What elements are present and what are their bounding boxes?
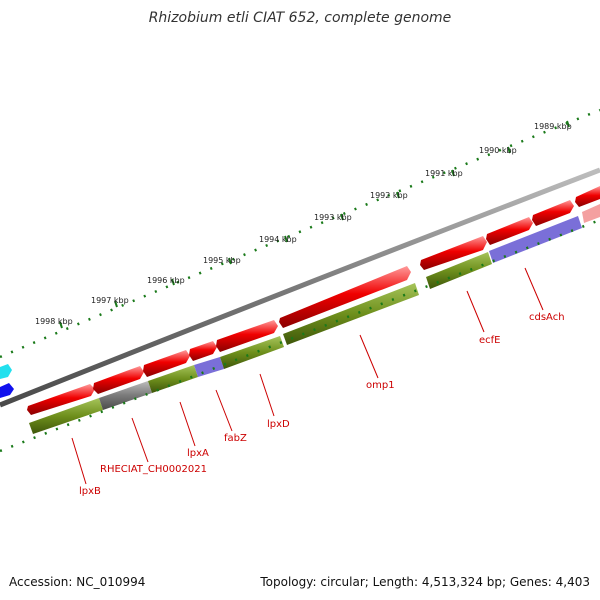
- genome-summary: Topology: circular; Length: 4,513,324 bp…: [260, 575, 590, 589]
- kbp-tick: [340, 213, 344, 221]
- gene-bar: [29, 398, 103, 434]
- gene-bar-gray: [99, 381, 152, 410]
- leader-line: [131, 417, 149, 463]
- cds-arrow: [486, 217, 533, 245]
- kbp-label: 1996 kbp: [147, 276, 185, 285]
- gene-label-rheciat: RHECIAT_CH0002021: [100, 464, 207, 475]
- leader-line: [215, 389, 233, 432]
- gene-bar: [148, 365, 198, 393]
- gene-bar: [426, 252, 492, 289]
- kbp-label: 1998 kbp: [35, 317, 73, 326]
- scale-ticks: [0, 108, 600, 359]
- leader-line: [179, 401, 196, 447]
- gene-label-lpxb: lpxB: [79, 486, 101, 497]
- kbp-tick: [396, 191, 400, 199]
- kbp-tick: [566, 120, 570, 128]
- scale-labels: 1989 kbp 1990 kbp 1991 kbp 1992 kbp 1993…: [35, 122, 572, 326]
- leader-line: [259, 373, 275, 417]
- cds-arrow-faded: [582, 204, 600, 223]
- blue-feature: [0, 383, 14, 398]
- leader-lines: [71, 267, 544, 485]
- gene-labels: lpxB RHECIAT_CH0002021 lpxA fabZ lpxD om…: [79, 312, 565, 497]
- scale-arc: [0, 108, 600, 359]
- cds-arrow: [575, 186, 600, 207]
- cds-arrow: [143, 350, 190, 377]
- kbp-label: 1994 kbp: [259, 235, 297, 244]
- kbp-label: 1991 kbp: [425, 169, 463, 178]
- gene-bar: [283, 283, 419, 345]
- cds-arrow: [420, 236, 487, 270]
- gene-label-cdsach: cdsAch: [529, 312, 565, 323]
- kbp-tick: [284, 235, 288, 243]
- gene-bar-highlight: [194, 357, 224, 377]
- gene-bar-highlight: [489, 216, 582, 263]
- kbp-label: 1997 kbp: [91, 296, 129, 305]
- kbp-tick: [228, 257, 232, 265]
- gene-label-fabz: fabZ: [224, 433, 247, 444]
- kbp-tick: [451, 169, 455, 177]
- cyan-feature: [0, 364, 12, 379]
- kbp-label: 1992 kbp: [370, 191, 408, 200]
- gene-label-ecfe: ecfE: [479, 335, 501, 346]
- cds-track: [27, 186, 600, 415]
- cds-arrow: [279, 266, 411, 328]
- cds-arrow: [532, 200, 574, 226]
- leader-line: [466, 290, 485, 333]
- kbp-tick: [171, 278, 175, 286]
- cds-arrow: [216, 320, 278, 352]
- kbp-tick: [59, 321, 63, 329]
- cds-arrow: [27, 384, 95, 415]
- gene-label-lpxa: lpxA: [187, 448, 209, 459]
- kbp-tick: [114, 300, 118, 308]
- gene-label-lpxd: lpxD: [267, 419, 290, 430]
- cds-arrow: [93, 366, 144, 394]
- leader-line: [71, 437, 87, 485]
- leader-line: [359, 334, 379, 379]
- kbp-label: 1989 kbp: [534, 122, 572, 131]
- genome-backbone: [0, 167, 600, 408]
- inner-scale-arc: [0, 218, 600, 453]
- kbp-label: 1995 kbp: [203, 256, 241, 265]
- leader-line: [524, 267, 544, 311]
- gene-label-omp1: omp1: [366, 380, 395, 391]
- accession-label: Accession: NC_010994: [9, 575, 146, 589]
- cds-arrow: [189, 341, 217, 361]
- kbp-label: 1990 kbp: [479, 146, 517, 155]
- map-title: Rhizobium etli CIAT 652, complete genome: [148, 10, 452, 26]
- kbp-tick: [507, 146, 511, 154]
- kbp-label: 1993 kbp: [314, 213, 352, 222]
- gene-track: [29, 216, 582, 434]
